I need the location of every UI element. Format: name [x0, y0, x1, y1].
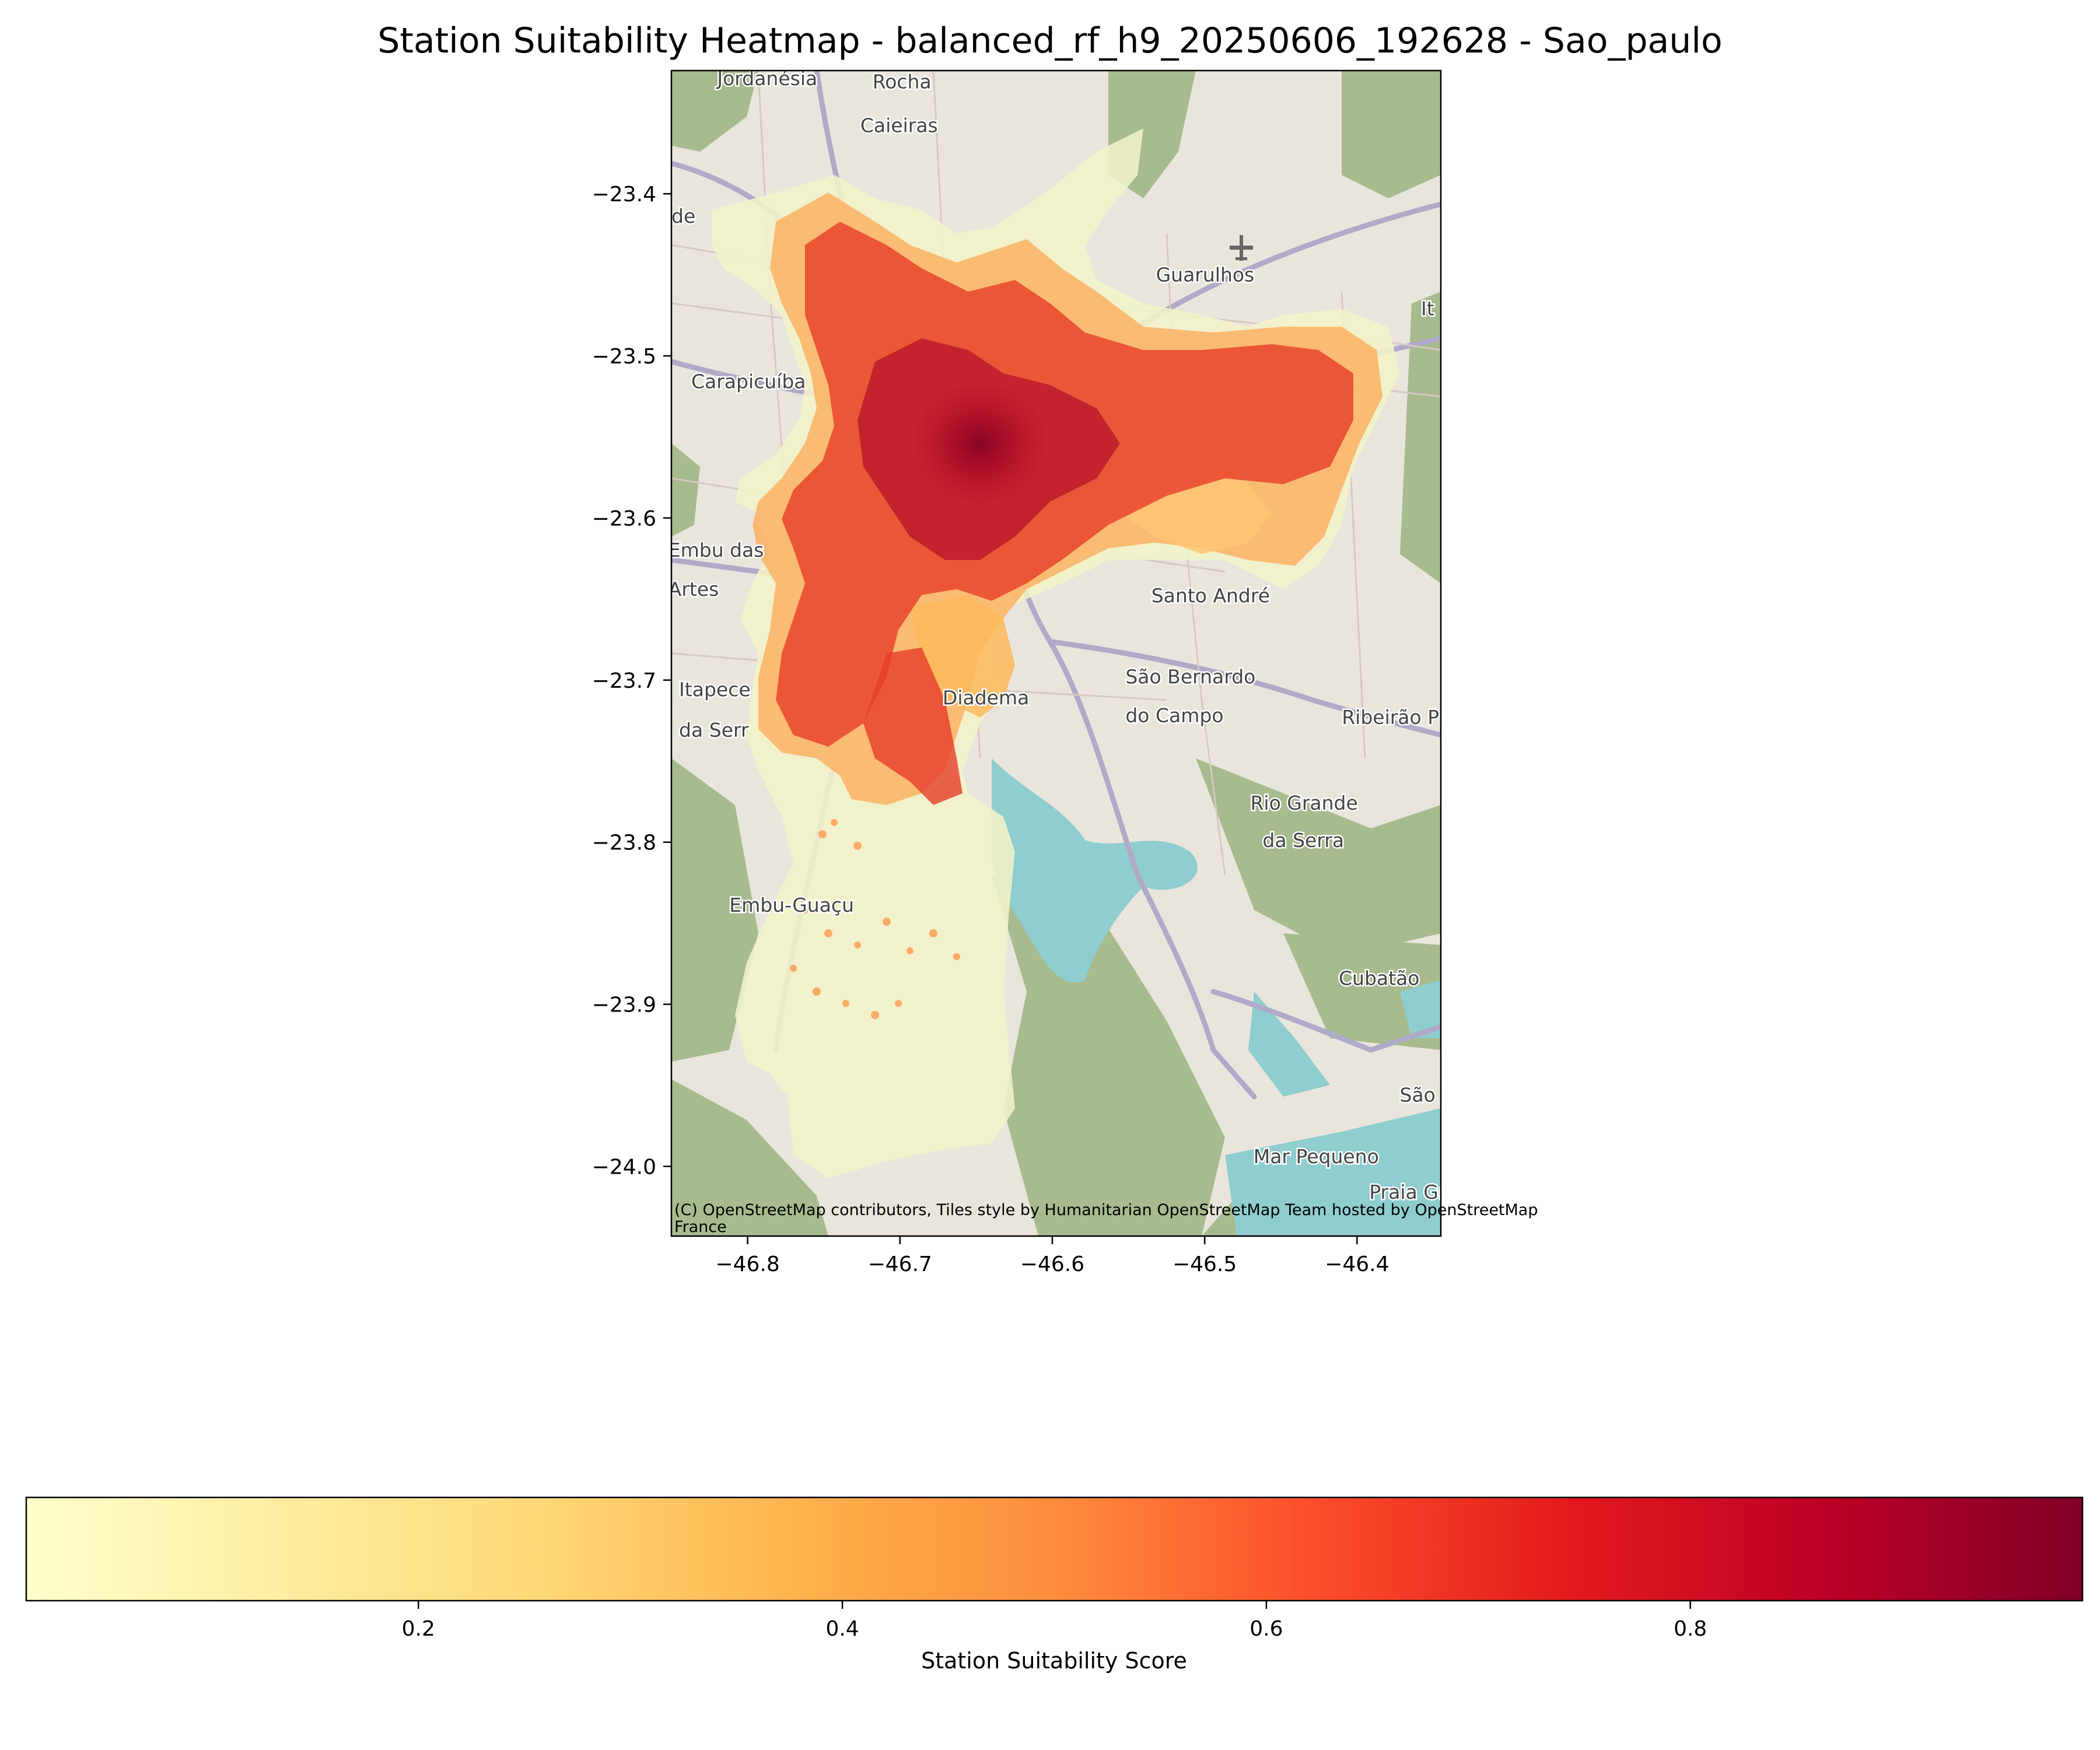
place-label: Itapece [679, 678, 751, 701]
place-label: Diadema [943, 687, 1029, 709]
place-label: Cubatão [1339, 967, 1419, 989]
place-label: It [1421, 298, 1434, 320]
colorbar-ticks: 0.2 0.4 0.6 0.8 [402, 1601, 1707, 1641]
place-label: Embu das [668, 539, 764, 562]
map-attribution-line2: France [674, 1218, 727, 1236]
x-tick-label: −46.8 [715, 1252, 779, 1276]
y-tick-label: −23.9 [592, 993, 656, 1017]
airport-icon [1230, 235, 1253, 261]
y-tick-label: −23.4 [592, 183, 656, 206]
x-tick-label: −46.7 [868, 1252, 932, 1276]
svg-text:(C) OpenStreetMap contributors: (C) OpenStreetMap contributors, Tiles st… [674, 1201, 1538, 1219]
place-label: Carapicuíba [691, 370, 806, 393]
colorbar-gradient [25, 1496, 2084, 1602]
hotspot-center [910, 379, 1050, 508]
place-label: Rio Grande [1251, 792, 1358, 814]
place-label: Caieiras [860, 114, 938, 137]
place-label: Santo André [1152, 584, 1270, 607]
water-bodies [992, 758, 1441, 1236]
y-tick-label: −24.0 [592, 1156, 656, 1180]
colorbar-tick-label: 0.8 [1674, 1617, 1707, 1641]
colorbar-tick-label: 0.4 [825, 1617, 859, 1641]
y-tick-label: −23.8 [592, 831, 656, 855]
place-label: Guarulhos [1156, 263, 1255, 286]
y-tick-label: −23.6 [592, 507, 656, 531]
place-label: de [671, 205, 695, 228]
x-tick-label: −46.6 [1020, 1252, 1084, 1276]
colorbar-tick-label: 0.6 [1250, 1617, 1283, 1641]
x-tick-label: −46.5 [1172, 1252, 1237, 1276]
x-tick-label: −46.4 [1325, 1252, 1389, 1276]
place-label: da Serra [1262, 829, 1344, 852]
place-label: São Vi [1399, 1083, 1460, 1106]
place-label: da Serr [679, 719, 749, 741]
y-tick-label: −23.5 [592, 345, 656, 369]
place-label: Ribeirão P [1342, 706, 1439, 729]
place-label: Jordanésia [716, 67, 817, 90]
chart-title: Station Suitability Heatmap - balanced_r… [377, 20, 1722, 61]
place-label: Embu-Guaçu [729, 894, 854, 916]
place-labels: Jordanésia Rocha Caieiras Guarulhos Carapicu… [668, 67, 1470, 1205]
place-label: do Campo [1125, 704, 1223, 727]
suitability-hexbin-layer [712, 128, 1400, 1178]
attribution-overflow: (C) OpenStreetMap contributors, Tiles st… [674, 1201, 1538, 1219]
colorbar-label: Station Suitability Score [921, 1648, 1187, 1674]
high-score-south-arm [863, 648, 963, 805]
map-frame [670, 69, 1442, 1237]
place-label: Rocha [873, 71, 932, 93]
place-label: São Bernardo [1125, 665, 1255, 688]
place-label: Mar Pequeno [1254, 1145, 1379, 1168]
y-axis: −23.4 −23.5 −23.6 −23.7 −23.8 −23.9 −24.0 [592, 183, 671, 1180]
southern-speckles [790, 819, 960, 1019]
colorbar: 0.2 0.4 0.6 0.8 Station Suitability Score [25, 1496, 2084, 1674]
place-label: Praia Gran [1369, 1181, 1470, 1203]
y-tick-label: −23.7 [592, 669, 656, 693]
place-label: Artes [668, 578, 719, 600]
x-axis: −46.8 −46.7 −46.6 −46.5 −46.4 [715, 1236, 1390, 1276]
colorbar-tick-label: 0.2 [402, 1617, 435, 1641]
map-attribution: (C) OpenStreetMap contributors, Tiles st… [674, 1201, 1538, 1219]
map-panel[interactable]: Jordanésia Rocha Caieiras Guarulhos Carapicu… [668, 67, 1538, 1236]
